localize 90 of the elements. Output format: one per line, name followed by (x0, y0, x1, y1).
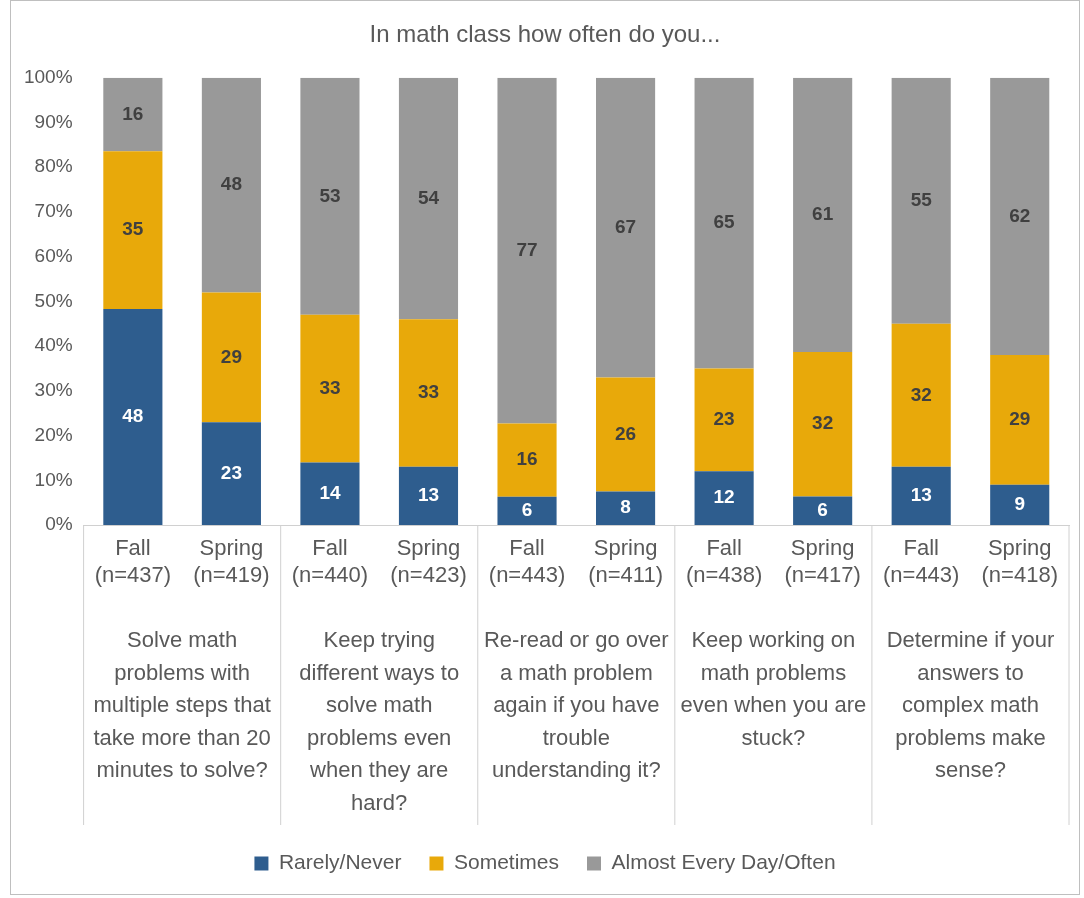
x-tick-label: Spring (n=419) (193, 535, 270, 587)
bar (891, 77, 951, 324)
data-label: 32 (812, 412, 834, 434)
x-tick-label: Spring (n=418) (981, 535, 1058, 587)
bar (398, 319, 459, 467)
data-label: 6 (521, 499, 533, 521)
data-label: 14 (319, 481, 341, 503)
bar (891, 466, 951, 525)
data-label: 77 (516, 238, 538, 260)
bar (694, 471, 754, 525)
y-tick-label: 20% (34, 423, 73, 445)
chart-title: In math class how often do you... (369, 20, 721, 48)
data-label: 16 (122, 102, 144, 124)
data-label: 29 (1009, 408, 1031, 430)
y-tick-label: 10% (34, 468, 73, 490)
legend-label: Rarely/Never (278, 850, 402, 874)
data-label: 65 (713, 211, 736, 233)
bar (793, 77, 853, 352)
data-label: 53 (319, 184, 341, 206)
x-tick-label: Fall (n=443) (488, 535, 566, 587)
data-label: 33 (319, 376, 341, 398)
x-tick-label: Fall (n=438) (685, 535, 763, 587)
bar (793, 496, 853, 525)
bar (103, 151, 163, 309)
data-label: 8 (620, 496, 631, 518)
x-tick-label: Fall (n=437) (94, 535, 172, 587)
data-label: 62 (1009, 204, 1031, 226)
y-tick-label: 60% (34, 244, 73, 266)
y-tick-label: 100% (23, 66, 73, 88)
data-label: 54 (417, 186, 440, 208)
data-label: 48 (122, 405, 144, 427)
text: Keep trying different ways to solve math problems even when they are hard? (299, 627, 460, 815)
x-tick-label: Spring (n=411) (588, 535, 663, 587)
bar (398, 466, 459, 525)
y-tick-label: 70% (34, 200, 73, 222)
y-tick-label: 80% (34, 155, 73, 177)
data-label: 33 (417, 381, 440, 403)
bar (990, 484, 1050, 525)
bar (300, 462, 360, 525)
bar (694, 368, 754, 472)
bar (497, 496, 557, 525)
legend-label: Sometimes (453, 850, 559, 874)
x-tick-label: Fall (n=443) (882, 535, 960, 587)
data-label: 13 (417, 484, 440, 506)
x-tick-label: Spring (n=423) (390, 535, 467, 587)
bar (596, 377, 656, 492)
data-label: 29 (220, 345, 242, 367)
data-label: 12 (713, 486, 735, 508)
text: Determine if your answers to complex math problems make sense? (886, 627, 1055, 783)
bar (694, 77, 754, 369)
bar (990, 355, 1050, 485)
bar (497, 77, 557, 424)
bar (201, 77, 261, 293)
bar (201, 422, 261, 525)
bar (990, 77, 1050, 356)
data-label: 26 (615, 422, 637, 444)
data-label: 61 (812, 203, 834, 225)
text: Solve math problems with multiple steps that take more than 20 minutes to solve? (93, 627, 271, 783)
x-tick-label: Fall (n=440) (291, 535, 369, 587)
bar (300, 314, 360, 463)
data-label: 67 (615, 215, 637, 237)
text: Re-read or go over a math problem again if you have trouble understanding it? (483, 627, 669, 783)
bar (103, 77, 163, 152)
y-tick-label: 50% (34, 289, 73, 311)
bar (793, 351, 853, 497)
bar (497, 423, 557, 497)
data-label: 35 (122, 218, 144, 240)
bar (201, 292, 261, 423)
data-label: 13 (910, 484, 932, 506)
y-tick-label: 90% (34, 110, 73, 132)
data-label: 16 (516, 448, 538, 470)
data-label: 6 (817, 498, 828, 520)
x-tick-label: Spring (n=417) (784, 535, 861, 587)
bar (891, 323, 951, 467)
data-label: 55 (910, 189, 933, 211)
y-tick-label: 40% (34, 334, 73, 356)
bar (596, 77, 656, 378)
y-tick-label: 30% (34, 379, 73, 401)
data-label: 23 (220, 461, 242, 483)
bar (103, 309, 163, 525)
legend-label: Almost Every Day/Often (611, 850, 836, 874)
bar (300, 77, 360, 315)
y-tick-label: 0% (45, 513, 73, 535)
bar (596, 491, 656, 525)
text: Keep working on math problems even when you are stuck? (680, 627, 867, 750)
data-label: 48 (220, 173, 242, 195)
data-label: 9 (1014, 493, 1026, 515)
data-label: 32 (910, 383, 932, 405)
data-label: 23 (713, 408, 735, 430)
bar (398, 77, 459, 320)
